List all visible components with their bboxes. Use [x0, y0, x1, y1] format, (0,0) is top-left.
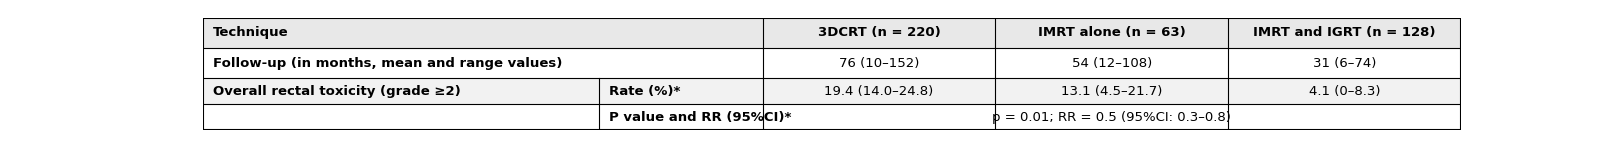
Text: Follow-up (in months, mean and range values): Follow-up (in months, mean and range val… — [213, 57, 562, 69]
Text: Overall rectal toxicity (grade ≥2): Overall rectal toxicity (grade ≥2) — [213, 85, 461, 98]
Bar — [203, 18, 1461, 48]
Text: Technique: Technique — [213, 26, 289, 39]
Text: IMRT alone (n = 63): IMRT alone (n = 63) — [1037, 26, 1185, 39]
Bar — [203, 78, 1461, 104]
Text: 19.4 (14.0–24.8): 19.4 (14.0–24.8) — [824, 85, 933, 98]
Text: p = 0.01; RR = 0.5 (95%CI: 0.3–0.8): p = 0.01; RR = 0.5 (95%CI: 0.3–0.8) — [992, 111, 1232, 124]
Bar — [203, 104, 1461, 130]
Text: P value and RR (95%CI)*: P value and RR (95%CI)* — [609, 111, 792, 124]
Bar — [203, 48, 1461, 78]
Text: 13.1 (4.5–21.7): 13.1 (4.5–21.7) — [1061, 85, 1162, 98]
Text: 4.1 (0–8.3): 4.1 (0–8.3) — [1308, 85, 1380, 98]
Text: 54 (12–108): 54 (12–108) — [1071, 57, 1152, 69]
Text: 76 (10–152): 76 (10–152) — [839, 57, 919, 69]
Text: IMRT and IGRT (n = 128): IMRT and IGRT (n = 128) — [1253, 26, 1436, 39]
Text: Rate (%)*: Rate (%)* — [609, 85, 680, 98]
Text: 3DCRT (n = 220): 3DCRT (n = 220) — [818, 26, 940, 39]
Text: 31 (6–74): 31 (6–74) — [1313, 57, 1376, 69]
